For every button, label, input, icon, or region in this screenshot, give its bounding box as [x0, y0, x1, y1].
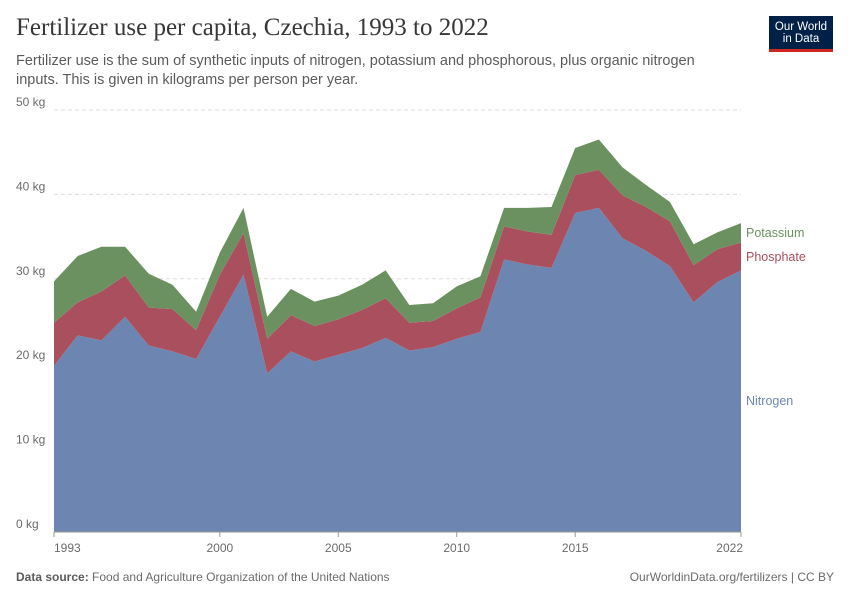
area-potassium[interactable]	[54, 139, 741, 339]
source-text[interactable]: Food and Agriculture Organization of the…	[92, 570, 390, 584]
logo-line-2: in Data	[782, 33, 820, 45]
area-phosphate[interactable]	[54, 169, 741, 374]
y-tick-label: 10 kg	[16, 433, 45, 447]
axis-layer: 0 kg 10 kg 20 kg 30 kg 40 kg 50 kg 1993 2000 200…	[16, 95, 743, 555]
legend-label-nitrogen[interactable]: Nitrogen	[746, 394, 793, 408]
footer-source: Data source: Food and Agriculture Organi…	[16, 570, 390, 584]
y-tick-label: 40 kg	[16, 179, 45, 193]
owid-logo[interactable]: Our World in Data	[769, 16, 833, 52]
chart-title: Fertilizer use per capita, Czechia, 1993…	[16, 14, 489, 41]
legend-label-potassium[interactable]: Potassium	[746, 226, 804, 240]
logo-line-1: Our World	[774, 21, 828, 33]
y-tick-label: 20 kg	[16, 348, 45, 362]
x-tick-label: 2010	[443, 541, 470, 555]
x-tick-label: 2000	[206, 541, 233, 555]
y-tick-label: 30 kg	[16, 264, 45, 278]
stacked-area-chart[interactable]: 0 kg 10 kg 20 kg 30 kg 40 kg 50 kg 1993 2000 200…	[0, 0, 850, 560]
area-layer[interactable]	[54, 139, 741, 532]
legend[interactable]: Nitrogen Phosphate Potassium	[746, 226, 806, 408]
x-tick-label: 1993	[54, 541, 81, 555]
y-tick-label: 50 kg	[16, 95, 45, 109]
source-label: Data source:	[16, 570, 89, 584]
x-tick-label: 2022	[716, 541, 743, 555]
y-tick-label: 0 kg	[16, 517, 39, 531]
area-nitrogen[interactable]	[54, 207, 741, 532]
x-tick-label: 2005	[325, 541, 352, 555]
footer-url[interactable]: OurWorldinData.org/fertilizers | CC BY	[629, 570, 834, 584]
legend-label-phosphate[interactable]: Phosphate	[746, 250, 806, 264]
chart-subtitle: Fertilizer use is the sum of synthetic i…	[16, 53, 695, 88]
x-tick-label: 2015	[562, 541, 589, 555]
